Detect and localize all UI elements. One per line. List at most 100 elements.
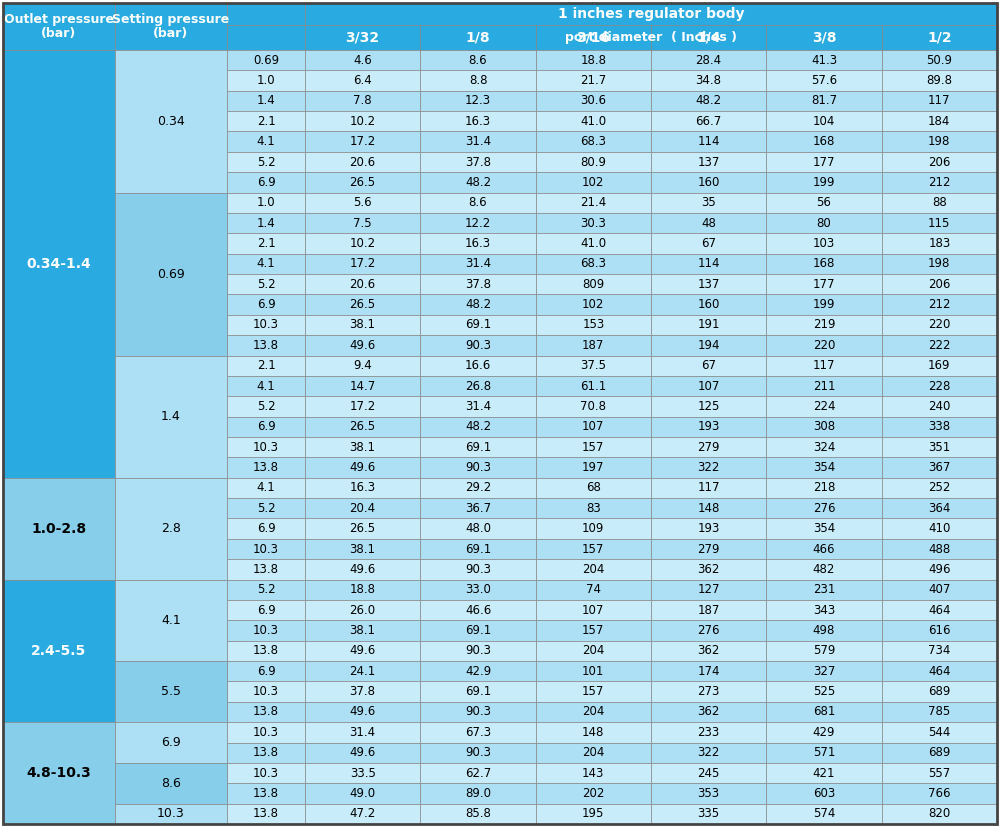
Bar <box>536 213 651 233</box>
Bar <box>305 437 420 457</box>
Bar <box>420 131 536 152</box>
Bar <box>536 702 651 722</box>
Bar <box>227 762 305 783</box>
Text: 21.7: 21.7 <box>580 74 606 87</box>
Text: 1/8: 1/8 <box>466 31 490 45</box>
Text: 5.6: 5.6 <box>353 196 372 209</box>
Text: 689: 689 <box>928 685 951 698</box>
Bar <box>766 233 882 254</box>
Bar <box>536 193 651 213</box>
Bar <box>766 294 882 315</box>
Bar <box>227 131 305 152</box>
Text: 10.3: 10.3 <box>253 685 279 698</box>
Text: 199: 199 <box>813 176 835 189</box>
Text: 29.2: 29.2 <box>465 481 491 495</box>
Bar <box>651 539 766 559</box>
Bar <box>305 743 420 762</box>
Text: 89.0: 89.0 <box>465 787 491 800</box>
Text: 218: 218 <box>813 481 835 495</box>
Bar <box>536 131 651 152</box>
Text: 90.3: 90.3 <box>465 563 491 576</box>
Bar <box>651 417 766 437</box>
Text: 212: 212 <box>928 176 951 189</box>
Text: 20.4: 20.4 <box>350 502 376 514</box>
Bar <box>651 172 766 193</box>
Text: 5.5: 5.5 <box>161 685 181 698</box>
Bar <box>420 762 536 783</box>
Bar <box>420 172 536 193</box>
Text: 20.6: 20.6 <box>350 278 376 291</box>
Bar <box>305 356 420 376</box>
Text: 37.8: 37.8 <box>350 685 376 698</box>
Text: 8.8: 8.8 <box>469 74 487 87</box>
Text: 407: 407 <box>928 583 951 596</box>
Text: 191: 191 <box>697 318 720 332</box>
Bar <box>651 70 766 91</box>
Bar <box>227 3 305 25</box>
Text: 62.7: 62.7 <box>465 767 491 780</box>
Bar <box>227 743 305 762</box>
Text: 48.2: 48.2 <box>465 298 491 311</box>
Text: 16.3: 16.3 <box>465 115 491 128</box>
Text: 8.6: 8.6 <box>161 777 181 790</box>
Bar <box>766 478 882 498</box>
Text: 17.2: 17.2 <box>350 400 376 413</box>
Bar <box>227 804 305 824</box>
Bar <box>305 152 420 172</box>
Text: 482: 482 <box>813 563 835 576</box>
Bar <box>766 335 882 356</box>
Text: 16.3: 16.3 <box>350 481 376 495</box>
Text: 177: 177 <box>813 278 835 291</box>
Text: 1 inches regulator body: 1 inches regulator body <box>558 7 744 21</box>
Text: 10.3: 10.3 <box>157 807 185 820</box>
Text: 228: 228 <box>928 380 951 393</box>
Bar <box>227 437 305 457</box>
Bar <box>227 315 305 335</box>
Bar <box>115 50 227 193</box>
Bar <box>536 681 651 702</box>
Text: Outlet pressure
(bar): Outlet pressure (bar) <box>4 12 114 41</box>
Text: 30.3: 30.3 <box>580 217 606 230</box>
Bar <box>651 681 766 702</box>
Text: 279: 279 <box>697 543 720 556</box>
Text: 498: 498 <box>813 624 835 637</box>
Text: 26.5: 26.5 <box>350 522 376 535</box>
Bar <box>766 254 882 274</box>
Bar <box>766 580 882 600</box>
Bar <box>115 661 227 722</box>
Text: 168: 168 <box>813 135 835 148</box>
Text: 13.8: 13.8 <box>253 705 279 719</box>
Text: 198: 198 <box>928 135 951 148</box>
Text: 194: 194 <box>697 339 720 351</box>
Bar <box>305 193 420 213</box>
Bar <box>536 274 651 294</box>
Bar <box>882 600 997 620</box>
Bar <box>305 274 420 294</box>
Bar <box>227 559 305 580</box>
Text: 49.6: 49.6 <box>350 644 376 657</box>
Bar <box>651 111 766 131</box>
Bar <box>766 804 882 824</box>
Bar <box>882 559 997 580</box>
Text: 61.1: 61.1 <box>580 380 606 393</box>
Text: 69.1: 69.1 <box>465 543 491 556</box>
Bar <box>305 315 420 335</box>
Text: 107: 107 <box>582 420 605 433</box>
Text: 115: 115 <box>928 217 951 230</box>
Bar <box>227 193 305 213</box>
Bar <box>766 620 882 641</box>
Bar <box>882 539 997 559</box>
Bar <box>305 478 420 498</box>
Bar <box>651 254 766 274</box>
Bar <box>420 376 536 396</box>
Bar <box>536 519 651 539</box>
Bar <box>651 193 766 213</box>
Bar <box>420 702 536 722</box>
Bar <box>882 804 997 824</box>
Text: 353: 353 <box>698 787 720 800</box>
Bar <box>305 641 420 661</box>
Bar <box>536 25 651 50</box>
Bar <box>882 783 997 804</box>
Bar <box>651 233 766 254</box>
Bar <box>227 111 305 131</box>
